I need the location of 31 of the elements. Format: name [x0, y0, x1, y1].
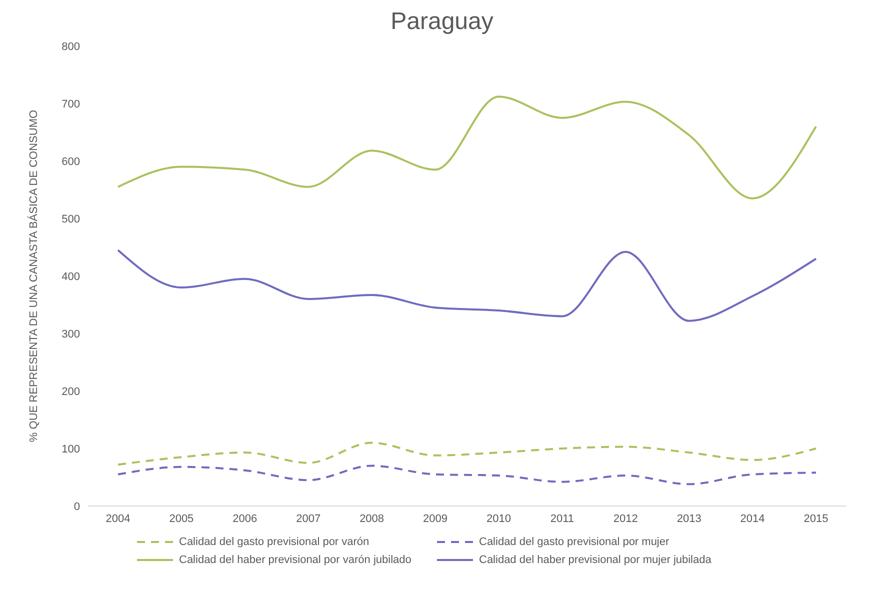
- legend-label: Calidad del haber previsional por mujer jubilada: [479, 554, 712, 566]
- x-tick-label: 2014: [740, 512, 765, 525]
- x-tick-label: 2011: [550, 512, 574, 525]
- y-tick-label: 300: [62, 328, 80, 340]
- x-tick-label: 2006: [232, 512, 258, 525]
- x-tick-label: 2013: [676, 512, 702, 525]
- legend-label: Calidad del haber previsional por varón jubilado: [179, 554, 412, 566]
- line-series: [117, 96, 817, 200]
- x-tick-label: 2010: [486, 512, 511, 525]
- line-series: [117, 249, 817, 322]
- legend-label: Calidad del gasto previsional por varón: [179, 536, 370, 548]
- y-tick-label: 500: [62, 213, 80, 226]
- y-tick-label: 400: [62, 270, 80, 283]
- x-tick-label: 2005: [169, 512, 194, 525]
- line-series: [117, 442, 817, 466]
- y-tick-label: 800: [62, 40, 80, 53]
- x-tick-label: 2004: [106, 512, 130, 525]
- y-tick-label: 200: [62, 386, 80, 398]
- line-series: [117, 464, 817, 486]
- x-tick-label: 2008: [360, 512, 384, 525]
- y-tick-label: 700: [62, 98, 80, 110]
- y-axis-title: % QUE REPRESENTA DE UNA CANASTA BÁSICA DE CONSUMO: [26, 110, 40, 442]
- legend-label: Calidad del gasto previsional por mujer: [479, 536, 670, 548]
- y-tick-label: 0: [74, 500, 80, 513]
- x-tick-label: 2007: [296, 512, 321, 525]
- x-tick-label: 2009: [423, 512, 448, 525]
- y-tick-label: 100: [62, 443, 80, 456]
- y-tick-label: 600: [62, 156, 80, 168]
- x-tick-label: 2015: [804, 512, 828, 525]
- x-tick-label: 2012: [613, 512, 638, 525]
- chart-title: Paraguay: [390, 8, 494, 36]
